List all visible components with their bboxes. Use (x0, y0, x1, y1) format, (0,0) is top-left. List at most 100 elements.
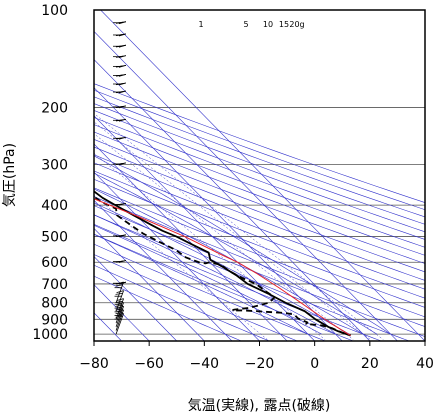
wind-barb (113, 55, 127, 59)
dry-adiabat (94, 96, 425, 218)
wind-barb (114, 309, 124, 331)
dry-adiabat (94, 154, 425, 281)
moist-adiabat (94, 155, 391, 335)
y-tick-label: 100 (41, 3, 68, 19)
wind-barb (113, 21, 127, 25)
plot-frame (93, 9, 426, 342)
dry-adiabat (94, 196, 425, 327)
isotherm (94, 115, 315, 341)
y-tick-label: 600 (41, 255, 68, 271)
isotherm (94, 199, 233, 341)
isotherm (94, 87, 343, 341)
dry-adiabat (94, 214, 410, 341)
wind-barbs (113, 10, 127, 335)
mixing-ratio-line (94, 133, 354, 340)
dry-adiabat (94, 275, 242, 341)
wind-barb-flag (116, 313, 124, 316)
wind-barb-flag (116, 305, 124, 309)
wind-barb-flag (116, 290, 124, 293)
y-axis-label: 気圧(hPa) (2, 143, 18, 207)
moist-adiabat (94, 188, 364, 335)
temperature-line (94, 190, 351, 337)
axis-layer: 1 5 10 15 20g1002003004005006007008009001000… (32, 3, 434, 372)
dry-adiabat (94, 233, 354, 341)
wind-barb (113, 162, 127, 166)
isotherm (94, 256, 177, 341)
dry-adiabat (94, 131, 425, 256)
y-tick-label: 200 (41, 101, 68, 117)
mixing-ratio-line (94, 113, 384, 340)
wind-barb (113, 260, 127, 263)
wind-barb (113, 90, 127, 94)
dry-adiabat (94, 83, 425, 203)
grid-layer (94, 10, 425, 341)
y-tick-label: 800 (41, 296, 68, 312)
dry-adiabat (94, 103, 425, 225)
dry-adiabat (94, 205, 425, 337)
mixing-ratio-label: 5 (243, 20, 248, 29)
wind-barb-flag (115, 304, 123, 307)
x-tick-label: 40 (416, 356, 434, 372)
dry-adiabat (94, 243, 326, 341)
x-tick-label: −60 (134, 356, 164, 372)
dry-adiabat (94, 254, 298, 341)
dewpoint-line (94, 195, 349, 337)
moist-adiabat (94, 214, 336, 335)
isotherm (94, 227, 205, 341)
wind-barb-flag (115, 308, 123, 311)
wind-barb (113, 33, 127, 37)
wind-barb (113, 118, 127, 122)
wind-barb-flag (115, 293, 123, 295)
y-tick-label: 500 (41, 230, 68, 246)
y-tick-label: 400 (41, 198, 68, 214)
isotherm (94, 30, 398, 341)
dry-adiabat (94, 89, 425, 211)
x-tick-label: −80 (79, 356, 109, 372)
mixing-ratio-line (94, 121, 371, 340)
isotherm (94, 284, 150, 341)
wind-barb-flag (115, 315, 123, 318)
moist-adiabat (94, 202, 350, 335)
wind-barb-flag (116, 298, 124, 302)
dry-adiabat (94, 187, 425, 318)
wind-barb-staff (115, 309, 124, 331)
parcel-line (94, 198, 351, 336)
dry-adiabat (94, 139, 425, 264)
wind-barb (114, 281, 124, 303)
dry-adiabat (94, 170, 425, 299)
wind-barb (113, 64, 127, 68)
dry-adiabat (94, 178, 425, 308)
wind-barb (113, 44, 127, 48)
x-tick-label: 0 (310, 356, 319, 372)
wind-barb (113, 136, 127, 140)
mixing-ratio-label: 20g (289, 20, 304, 29)
mixing-ratio-line (94, 195, 268, 340)
x-tick-label: 20 (361, 356, 379, 372)
dry-adiabat (94, 110, 425, 233)
dry-adiabat (94, 162, 425, 290)
dry-adiabat (94, 146, 425, 273)
dry-adiabat (94, 124, 425, 248)
wind-barb-flag (115, 284, 123, 287)
wind-barb (113, 105, 127, 109)
y-tick-label: 300 (41, 158, 68, 174)
x-tick-label: −20 (245, 356, 275, 372)
series-layer (94, 190, 351, 337)
wind-barb-staff (115, 313, 124, 335)
isotherm (100, 10, 425, 341)
dry-adiabat (94, 264, 270, 341)
moist-adiabat (94, 234, 309, 335)
y-tick-label: 700 (41, 277, 68, 293)
wind-barb-flag (116, 281, 124, 285)
mixing-ratio-label: 1 (198, 20, 203, 29)
dry-adiabat (94, 117, 425, 240)
wind-barb-flag (116, 309, 124, 313)
mixing-ratio-label: 15 (279, 20, 289, 29)
x-axis-label: 気温(実線), 露点(破線) (188, 398, 331, 412)
mixing-ratio-label: 10 (263, 20, 273, 29)
moist-adiabat (94, 172, 378, 335)
y-tick-label: 1000 (32, 327, 68, 343)
wind-barb (114, 313, 124, 335)
wind-barb (113, 74, 127, 77)
